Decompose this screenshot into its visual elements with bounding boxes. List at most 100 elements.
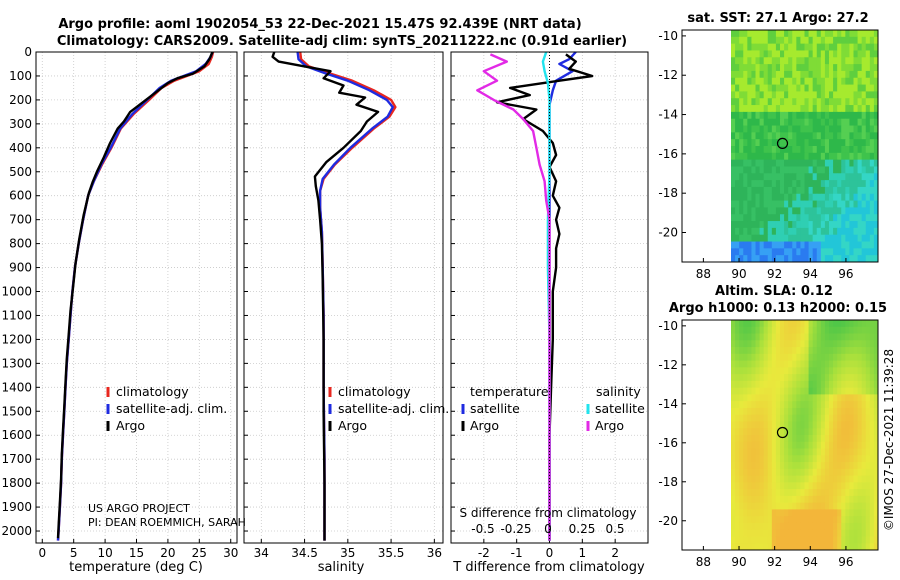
map-cell bbox=[833, 340, 838, 348]
map-cell bbox=[804, 367, 810, 375]
map-cell bbox=[865, 455, 871, 463]
map-cell bbox=[857, 421, 863, 429]
map-cell bbox=[804, 320, 810, 328]
map-cell bbox=[804, 146, 810, 154]
map-cell bbox=[743, 255, 748, 263]
map-cell bbox=[788, 441, 793, 450]
map-cell bbox=[792, 536, 797, 544]
map-cell bbox=[869, 159, 875, 167]
map-cell bbox=[743, 152, 748, 161]
map-cell bbox=[731, 193, 736, 202]
map-cell bbox=[824, 77, 830, 86]
map-cell bbox=[820, 43, 826, 51]
map-cell bbox=[829, 475, 834, 483]
map-cell bbox=[833, 320, 838, 328]
map-cell bbox=[747, 200, 752, 208]
map-cell bbox=[780, 50, 785, 58]
map-cell bbox=[792, 407, 797, 416]
map-cell bbox=[853, 221, 859, 229]
map-cell bbox=[759, 516, 765, 524]
map-cell bbox=[829, 326, 834, 335]
map-lat-label: -14 bbox=[658, 397, 678, 411]
map-cell bbox=[780, 221, 785, 229]
map-cell bbox=[739, 227, 744, 236]
map-cell bbox=[824, 509, 830, 517]
map-cell bbox=[759, 326, 765, 335]
map-cell bbox=[824, 84, 830, 92]
map-cell bbox=[869, 57, 875, 65]
map-cell bbox=[771, 407, 777, 416]
map-cell bbox=[845, 234, 850, 243]
map-cell bbox=[751, 455, 756, 463]
map-cell bbox=[829, 125, 834, 133]
map-cell bbox=[767, 180, 773, 188]
map-lon-label: 96 bbox=[838, 267, 853, 281]
map-cell bbox=[869, 421, 875, 429]
map-cell bbox=[771, 200, 777, 208]
map-cell bbox=[747, 146, 752, 154]
map-cell bbox=[796, 516, 801, 524]
map-cell bbox=[816, 353, 822, 362]
map-cell bbox=[865, 43, 871, 51]
map-cell bbox=[747, 118, 752, 127]
map-cell bbox=[767, 84, 773, 92]
map-cell bbox=[820, 98, 826, 106]
map-cell bbox=[845, 227, 850, 236]
map-cell bbox=[812, 421, 818, 429]
map-cell bbox=[771, 387, 777, 395]
map-cell bbox=[845, 118, 850, 127]
map-cell bbox=[849, 320, 854, 328]
map-cell bbox=[792, 387, 797, 395]
map-cell bbox=[747, 502, 752, 510]
map-cell bbox=[788, 173, 793, 181]
map-cell bbox=[755, 407, 761, 416]
map-cell bbox=[751, 435, 756, 443]
map-cell bbox=[820, 125, 826, 133]
map-cell bbox=[845, 43, 850, 51]
map-cell bbox=[731, 152, 736, 161]
map-cell bbox=[788, 374, 793, 382]
map-cell bbox=[755, 255, 761, 263]
map-cell bbox=[849, 36, 854, 45]
map-cell bbox=[759, 132, 765, 140]
map-cell bbox=[755, 77, 761, 86]
map-cell bbox=[869, 50, 875, 58]
map-cell bbox=[743, 387, 748, 395]
map-cell bbox=[853, 70, 859, 79]
map-cell bbox=[865, 36, 871, 45]
map-cell bbox=[816, 333, 822, 341]
map-cell bbox=[755, 57, 761, 65]
map-cell bbox=[775, 482, 781, 490]
map-cell bbox=[739, 360, 744, 368]
map-cell bbox=[861, 414, 867, 422]
map-cell bbox=[857, 482, 863, 490]
map-cell bbox=[784, 441, 789, 450]
map-cell bbox=[808, 214, 814, 222]
map-cell bbox=[845, 387, 850, 395]
map-cell bbox=[829, 414, 834, 422]
map-cell bbox=[833, 30, 838, 38]
map-cell bbox=[829, 407, 834, 416]
map-cell bbox=[767, 152, 773, 161]
map-cell bbox=[767, 347, 773, 355]
map-cell bbox=[820, 435, 826, 443]
map-cell bbox=[755, 380, 761, 389]
map-cell bbox=[804, 248, 810, 256]
map-cell bbox=[861, 401, 867, 409]
map-cell bbox=[759, 543, 765, 551]
map-cell bbox=[837, 340, 842, 348]
map-cell bbox=[792, 502, 797, 510]
map-cell bbox=[857, 529, 863, 537]
map-cell bbox=[824, 152, 830, 161]
map-cell bbox=[780, 353, 785, 362]
map-cell bbox=[861, 407, 867, 416]
map-cell bbox=[833, 227, 838, 236]
map-cell bbox=[845, 200, 850, 208]
map-cell bbox=[861, 111, 867, 120]
map-cell bbox=[735, 495, 740, 504]
map-cell bbox=[853, 394, 859, 402]
map-cell bbox=[759, 495, 765, 504]
map-cell bbox=[780, 509, 785, 517]
map-cell bbox=[771, 36, 777, 45]
